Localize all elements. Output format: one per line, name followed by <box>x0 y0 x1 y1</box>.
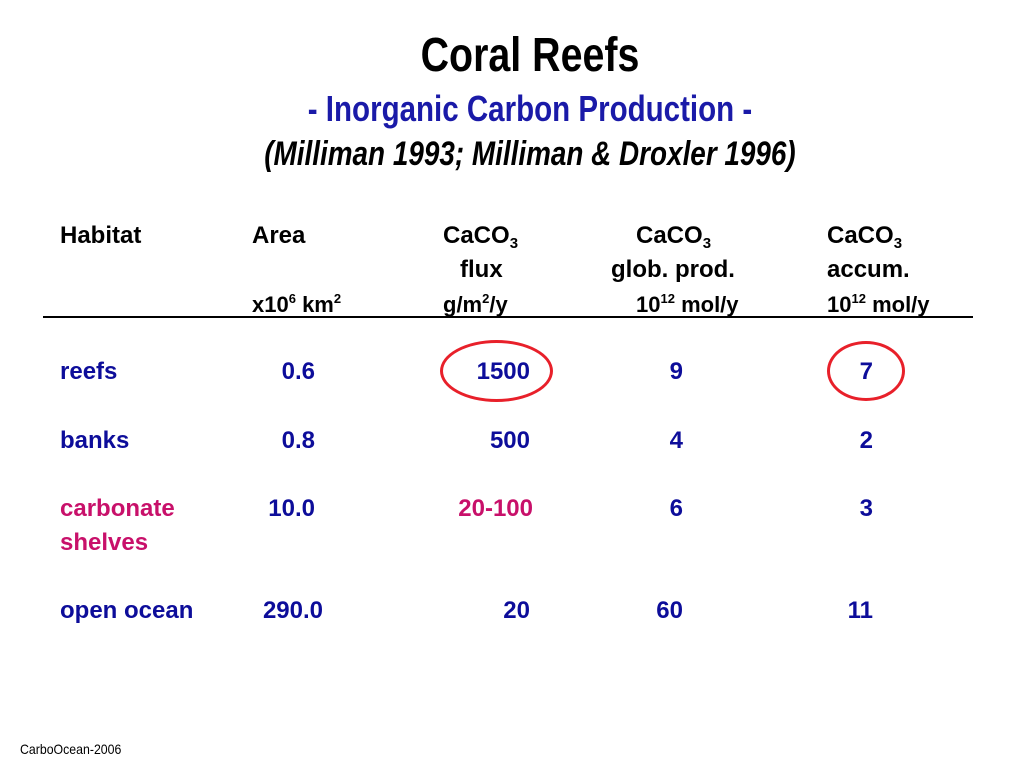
header-flux-caco3: CaCO3 <box>443 222 519 252</box>
unit-area: x106 km2 <box>252 291 342 317</box>
slide-citation: (Milliman 1993; Milliman & Droxler 1996) <box>264 135 796 173</box>
row-habitat: reefs <box>60 358 118 385</box>
header-flux-label: flux <box>460 256 503 283</box>
row-area: 10.0 <box>268 495 315 522</box>
row-habitat: banks <box>60 427 130 454</box>
unit-accum: 1012 mol/y <box>827 291 930 317</box>
unit-prod: 1012 mol/y <box>636 291 739 317</box>
row-flux: 500 <box>489 427 530 454</box>
row-prod: 4 <box>669 427 683 454</box>
highlight-circle-flux <box>440 340 553 402</box>
row-flux: 20-100 <box>458 495 533 522</box>
header-prod-caco3: CaCO3 <box>636 222 712 252</box>
header-habitat: Habitat <box>60 222 142 249</box>
header-prod-label: glob. prod. <box>611 256 735 283</box>
row-accum: 3 <box>859 495 873 522</box>
unit-flux: g/m2/y <box>443 291 508 317</box>
row-area: 290.0 <box>262 597 323 624</box>
header-accum-caco3: CaCO3 <box>827 222 903 252</box>
row-area: 0.6 <box>281 358 315 385</box>
slide-title: Coral Reefs <box>420 29 640 82</box>
row-prod: 60 <box>656 597 683 624</box>
row-habitat: carbonate <box>60 495 175 522</box>
slide-subtitle: - Inorganic Carbon Production - <box>307 88 753 129</box>
row-prod: 6 <box>669 495 683 522</box>
footer-text: CarboOcean-2006 <box>20 741 122 757</box>
header-area: Area <box>252 222 306 249</box>
row-accum: 11 <box>847 597 873 624</box>
row-area: 0.8 <box>281 427 315 454</box>
header-rule <box>43 316 973 318</box>
row-habitat: open ocean <box>60 597 194 624</box>
row-habitat-line2: shelves <box>60 529 149 556</box>
row-flux: 20 <box>503 597 530 624</box>
row-prod: 9 <box>669 358 683 385</box>
header-accum-label: accum. <box>827 256 910 283</box>
row-accum: 7 <box>859 358 873 385</box>
row-flux: 1500 <box>476 358 530 385</box>
row-accum: 2 <box>859 427 873 454</box>
highlight-circle-accum <box>827 341 905 401</box>
